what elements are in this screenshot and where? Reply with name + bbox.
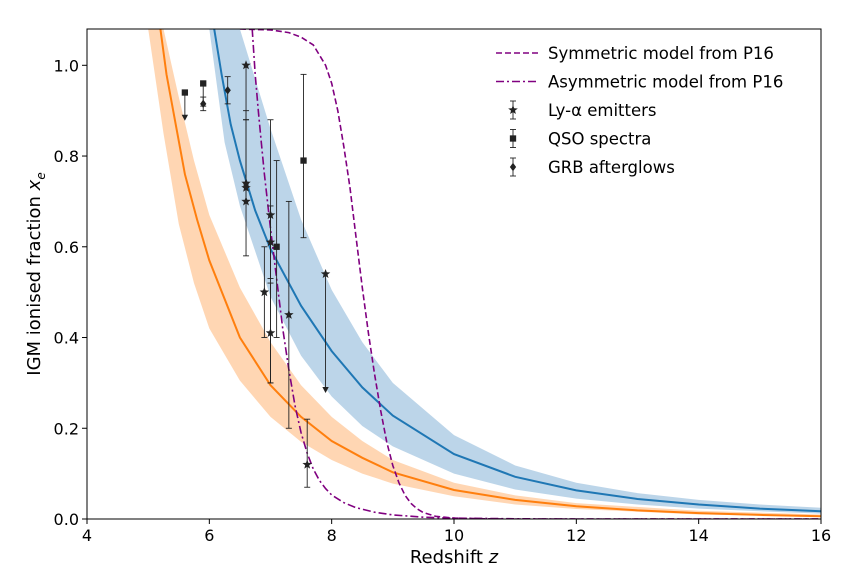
legend-marker-diamond [509,162,517,172]
legend-marker-star [508,105,518,114]
y-tick-label: 0.4 [54,329,79,348]
y-axis-ticks: 0.0 0.2 0.4 0.6 0.8 1.0 [54,56,87,529]
x-tick-label: 12 [566,526,586,545]
y-axis-label-sub: e [34,172,48,179]
legend-label: Ly-α emitters [548,101,657,120]
legend-entry: Symmetric model from P16 [496,44,774,63]
error-bar [300,73,307,239]
x-tick-label: 14 [688,526,708,545]
y-axis-label-text: IGM ionised fraction [24,196,45,376]
legend-label: Asymmetric model from P16 [548,73,783,92]
observations-2 [181,73,307,338]
series-line-4 [251,29,821,519]
error-bar [304,418,311,488]
bands-layer [148,29,821,517]
y-axis-label: IGM ionised fraction xe [24,172,48,375]
y-tick-label: 0.8 [54,147,79,166]
x-axis-label-var: z [488,547,499,568]
legend-label: QSO spectra [548,130,651,149]
confidence-band-2 [184,29,821,514]
y-tick-label: 0.2 [54,419,79,438]
y-axis-label-var: x [24,179,45,191]
y-tick-label: 1.0 [54,56,79,75]
observations-1 [241,60,331,488]
data-point-square [273,243,280,250]
data-point-diamond [200,99,207,109]
data-point-star [241,178,251,188]
legend: Symmetric model from P16 Asymmetric model… [496,44,783,177]
data-point-star [265,328,276,337]
data-point-star [265,237,276,247]
data-point-square [181,89,189,96]
legend-entry: Asymmetric model from P16 [496,73,783,92]
data-point-diamond [224,86,231,95]
series-line-1 [159,29,821,518]
legend-label: GRB afterglows [548,158,675,177]
x-axis-label-text: Redshift [410,547,483,568]
x-axis-ticks: 4 6 8 10 12 14 16 [82,519,831,545]
data-point-star [241,60,251,70]
x-tick-label: 8 [327,526,337,545]
y-tick-label: 0.0 [54,510,79,529]
data-point-star [259,287,270,297]
points-layer [181,60,331,488]
x-tick-label: 10 [444,526,464,545]
legend-entry: Ly-α emitters [508,100,657,120]
legend-label: Symmetric model from P16 [548,44,774,63]
data-point-star [284,309,294,319]
lines-layer [159,29,821,519]
data-point-square [300,157,307,164]
legend-entry: GRB afterglows [509,157,675,177]
legend-entry: QSO spectra [509,129,651,149]
data-point-star [241,196,251,206]
series-line-2 [213,29,821,513]
data-point-star [320,269,331,278]
x-axis-label: Redshift z [410,547,499,568]
upper-limit-arrow [181,92,189,121]
observations-3 [200,76,231,112]
legend-marker-square [509,135,517,142]
x-tick-label: 6 [204,526,214,545]
upper-limit-arrow [322,274,329,393]
x-tick-label: 4 [82,526,92,545]
data-point-star [302,459,312,469]
data-point-square [200,80,207,87]
y-tick-label: 0.6 [54,238,79,257]
x-tick-label: 16 [811,526,831,545]
